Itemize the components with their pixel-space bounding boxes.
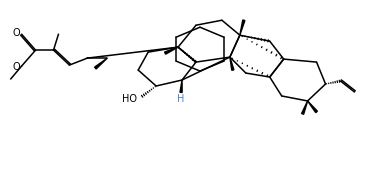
Polygon shape [240, 20, 245, 35]
Text: O: O [12, 28, 20, 38]
Polygon shape [230, 57, 234, 70]
Text: O: O [12, 62, 20, 72]
Polygon shape [95, 58, 107, 69]
Polygon shape [180, 80, 182, 93]
Text: H: H [177, 94, 185, 104]
Polygon shape [301, 101, 308, 114]
Text: HO: HO [122, 94, 137, 104]
Polygon shape [165, 47, 178, 54]
Polygon shape [308, 101, 317, 113]
